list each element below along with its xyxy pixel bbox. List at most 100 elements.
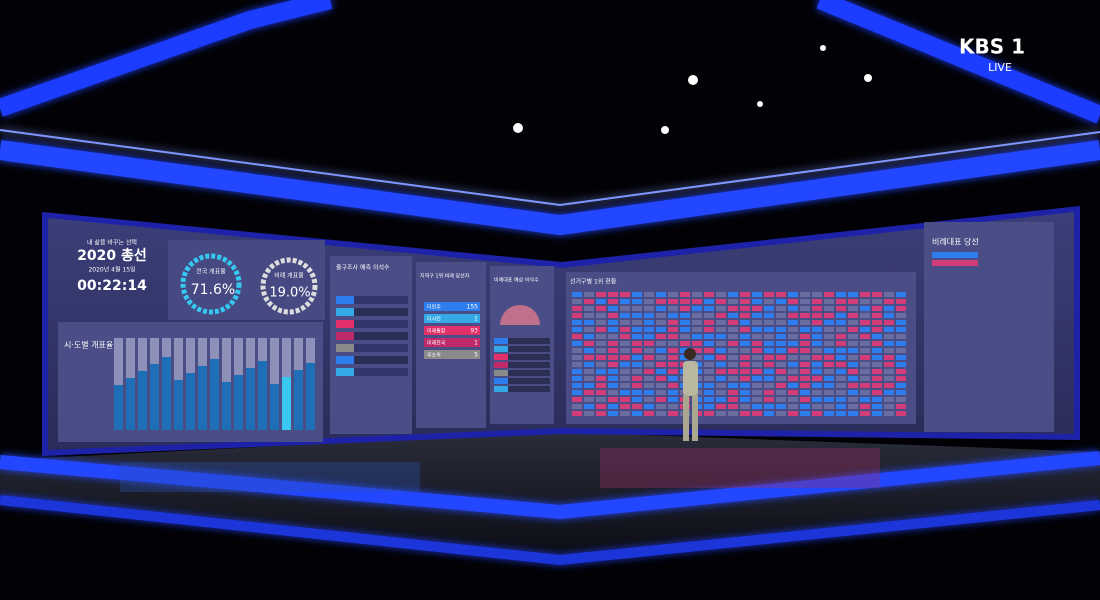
district-cell (572, 327, 582, 332)
district-cell (728, 376, 738, 381)
district-cell (692, 334, 702, 339)
pr-row (932, 252, 978, 258)
district-cell (896, 404, 906, 409)
district-cell (656, 348, 666, 353)
district-cell (752, 390, 762, 395)
district-cell (860, 341, 870, 346)
district-cell (884, 327, 894, 332)
district-cell (572, 341, 582, 346)
district-cell (704, 306, 714, 311)
district-cell (812, 355, 822, 360)
district-cell (608, 397, 618, 402)
district-cell (644, 292, 654, 297)
row-tag (494, 386, 508, 392)
district-cell (584, 362, 594, 367)
district-cell (596, 397, 606, 402)
district-cell (824, 341, 834, 346)
row-tag (494, 378, 508, 384)
district-cell (788, 376, 798, 381)
district-cell (680, 320, 690, 325)
district-cell (836, 390, 846, 395)
district-cell (776, 397, 786, 402)
district-cell (740, 404, 750, 409)
district-cell (896, 313, 906, 318)
district-cell (704, 313, 714, 318)
district-cell (872, 327, 882, 332)
district-cell (668, 397, 678, 402)
district-cell (776, 334, 786, 339)
party-bar (424, 338, 480, 347)
district-cell (608, 313, 618, 318)
district-cell (872, 348, 882, 353)
district-cell (692, 320, 702, 325)
district-cell (800, 348, 810, 353)
district-cell (884, 390, 894, 395)
district-cell (812, 362, 822, 367)
row (494, 354, 550, 360)
district-cell (800, 334, 810, 339)
district-cell (788, 348, 798, 353)
party-seats: 1 (474, 316, 478, 323)
bar-fill (246, 368, 255, 430)
district-cell (620, 383, 630, 388)
district-cell (656, 369, 666, 374)
district-cell (716, 383, 726, 388)
district-cell (848, 369, 858, 374)
district-cell (740, 397, 750, 402)
district-cell (584, 390, 594, 395)
district-cell (728, 383, 738, 388)
district-cell (872, 362, 882, 367)
district-cell (764, 306, 774, 311)
district-cell (872, 299, 882, 304)
district-cell (848, 390, 858, 395)
district-cell (644, 369, 654, 374)
district-cell (596, 369, 606, 374)
district-cell (776, 411, 786, 416)
district-cell (788, 313, 798, 318)
district-cell (788, 355, 798, 360)
district-cell (644, 355, 654, 360)
district-cell (860, 355, 870, 360)
district-cell (848, 334, 858, 339)
party-seats: 155 (467, 304, 479, 311)
district-cell (860, 320, 870, 325)
district-cell (764, 299, 774, 304)
district-cell (584, 313, 594, 318)
district-cell (596, 334, 606, 339)
row-tag (494, 338, 508, 344)
district-cell (896, 362, 906, 367)
district-cell (752, 292, 762, 297)
district-cell (884, 362, 894, 367)
bar-fill (270, 384, 279, 430)
district-cell (836, 369, 846, 374)
row-tag (494, 354, 508, 360)
district-cell (860, 306, 870, 311)
district-cell (740, 369, 750, 374)
party-seats: 5 (474, 352, 478, 359)
district-cell (692, 306, 702, 311)
district-cell (668, 327, 678, 332)
district-cell (608, 376, 618, 381)
district-cell (584, 348, 594, 353)
district-cell (764, 404, 774, 409)
district-cell (740, 313, 750, 318)
district-cell (848, 327, 858, 332)
panel (490, 266, 554, 424)
district-cell (716, 320, 726, 325)
district-cell (884, 411, 894, 416)
district-cell (776, 327, 786, 332)
district-cell (752, 383, 762, 388)
district-cell (848, 299, 858, 304)
district-cell (656, 299, 666, 304)
district-cell (764, 292, 774, 297)
district-cell (728, 327, 738, 332)
district-cell (632, 390, 642, 395)
district-cell (860, 292, 870, 297)
panel-title: 비례대표 예상 의석수 (494, 277, 539, 284)
bar-fill (114, 385, 123, 430)
district-cell (740, 292, 750, 297)
district-cell (608, 292, 618, 297)
district-cell (860, 376, 870, 381)
bar-fill (186, 373, 195, 430)
district-cell (872, 369, 882, 374)
